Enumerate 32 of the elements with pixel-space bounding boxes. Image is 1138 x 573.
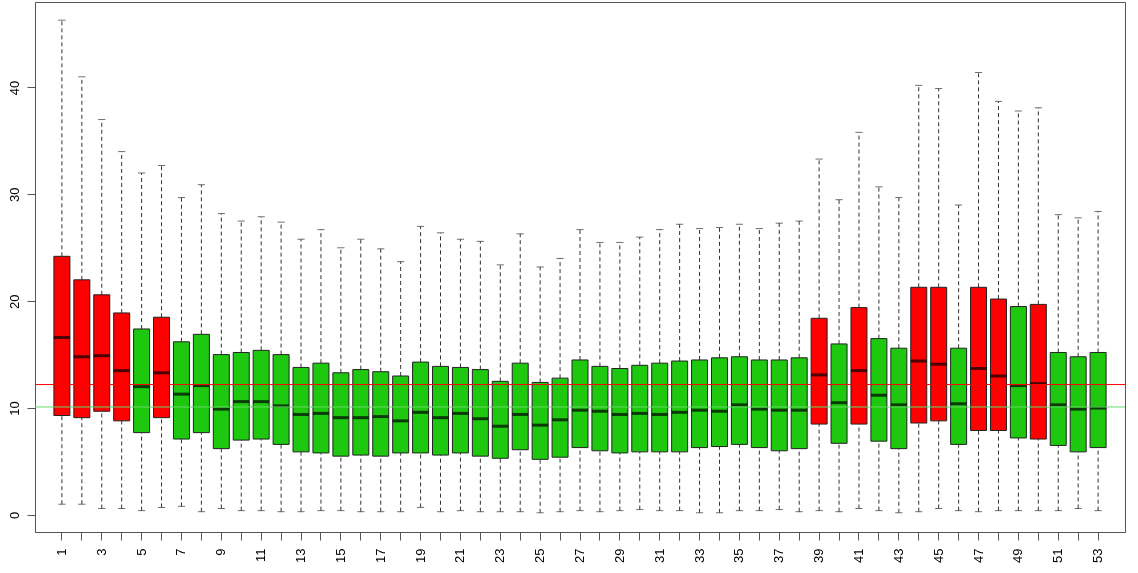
x-tick-label: 23 [492,548,508,563]
x-tick-label: 5 [133,548,149,556]
x-tick-label: 31 [651,548,667,563]
x-tick-label: 7 [173,548,189,556]
x-tick-label: 29 [611,548,627,563]
y-tick-label: 40 [6,80,22,96]
x-tick-label: 33 [691,548,707,563]
x-tick-label: 17 [372,548,388,563]
x-tick-label: 51 [1050,548,1066,563]
x-tick-label: 37 [771,548,787,563]
x-tick-label: 25 [532,548,548,563]
x-tick-label: 27 [572,548,587,563]
x-tick-label: 13 [293,548,309,563]
x-tick-label: 45 [930,548,946,563]
x-tick-label: 11 [253,548,269,562]
y-tick-label: 0 [6,511,22,520]
x-tick-label: 53 [1090,548,1106,563]
x-tick-label: 9 [213,548,229,556]
x-tick-label: 21 [452,548,468,563]
x-tick-label: 1 [53,548,69,556]
x-tick-label: 39 [811,548,827,563]
x-tick-label: 35 [731,548,747,563]
x-tick-label: 41 [850,548,866,563]
x-tick-label: 49 [1010,548,1026,563]
x-tick-label: 15 [332,548,348,563]
x-tick-label: 43 [890,548,906,563]
x-tick-label: 19 [412,548,428,563]
y-tick-label: 30 [6,187,22,203]
x-tick-label: 47 [970,548,986,563]
y-tick-label: 20 [6,294,22,309]
y-tick-label: 10 [6,401,22,416]
x-tick-label: 3 [93,548,109,556]
